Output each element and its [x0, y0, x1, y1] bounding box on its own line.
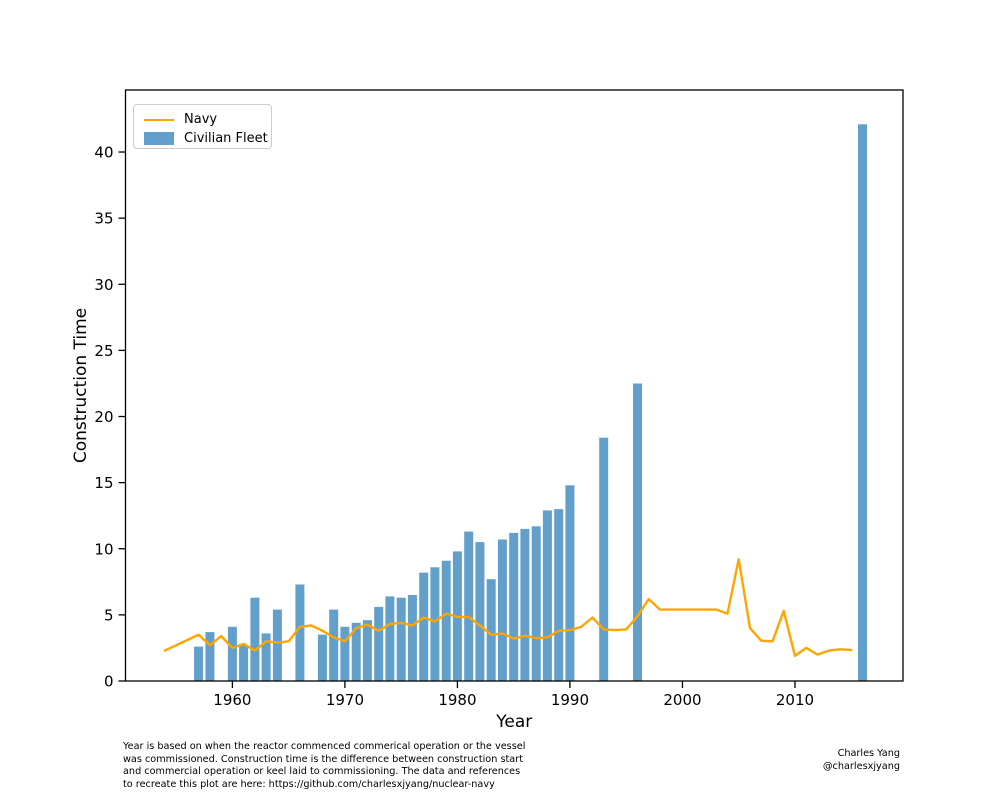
bar-1979 [441, 560, 451, 681]
legend-civilian-label: Civilian Fleet [184, 131, 268, 146]
legend-navy-line-swatch [144, 118, 174, 121]
y-tick-label-40: 40 [94, 144, 113, 162]
footnote-line-2: was commissioned. Construction time is t… [123, 753, 524, 765]
y-axis-label: Construction Time [71, 308, 91, 463]
bar-1972 [362, 620, 372, 681]
y-tick-label-25: 25 [94, 342, 113, 360]
bar-1971 [351, 622, 361, 681]
y-tick-label-30: 30 [94, 276, 113, 294]
bar-1988 [542, 510, 552, 681]
y-tick-label-5: 5 [104, 606, 114, 624]
x-tick-label-1960: 1960 [213, 691, 251, 709]
footnote-line-1: Year is based on when the reactor commen… [123, 741, 526, 752]
x-tick-label-1990: 1990 [551, 691, 589, 709]
bar-1975 [396, 597, 406, 681]
bar-1974 [385, 596, 395, 681]
bar-1986 [520, 528, 530, 681]
bar-1961 [239, 645, 249, 681]
bar-1982 [475, 542, 485, 681]
y-tick-label-0: 0 [104, 673, 114, 691]
bar-1963 [261, 633, 271, 681]
legend-civilian-patch-swatch [144, 132, 174, 145]
bar-1968 [317, 634, 327, 681]
credit: Charles Yang @charlesxjyang [823, 748, 900, 773]
bar-1976 [407, 595, 417, 681]
bar-1969 [329, 609, 339, 681]
bar-1957 [194, 646, 204, 681]
bar-1964 [272, 609, 282, 681]
x-tick-label-2010: 2010 [776, 691, 814, 709]
navy-line [163, 558, 853, 658]
footnote-line-3: and commercial operation or keel laid to… [123, 766, 521, 778]
legend-entry-navy: Navy [134, 110, 271, 129]
bar-1966 [295, 584, 305, 681]
bar-1981 [464, 531, 474, 681]
bar-1973 [374, 606, 384, 681]
bar-1962 [250, 597, 260, 681]
legend-entry-civilian-fleet: Civilian Fleet [134, 129, 271, 148]
y-tick-label-20: 20 [94, 408, 113, 426]
x-tick-label-1970: 1970 [326, 691, 364, 709]
y-tick-label-35: 35 [94, 210, 113, 228]
credit-handle: @charlesxjyang [822, 760, 900, 772]
legend: Navy Civilian Fleet [133, 104, 272, 149]
x-axis-label: Year [495, 712, 532, 732]
y-tick-label-15: 15 [94, 474, 113, 492]
bar-1958 [205, 632, 215, 681]
bar-1990 [565, 485, 575, 681]
credit-name: Charles Yang [837, 748, 900, 759]
footnote-line-4: to recreate this plot are here: https://… [123, 779, 495, 791]
x-tick-label-1980: 1980 [438, 691, 476, 709]
bar-1960 [227, 626, 237, 681]
bar-1987 [531, 526, 541, 681]
bar-1996 [633, 383, 642, 681]
bar-1983 [486, 579, 496, 681]
y-tick-label-10: 10 [94, 540, 113, 558]
bar-1984 [497, 539, 507, 681]
bar-1985 [509, 532, 519, 681]
bar-1989 [554, 509, 564, 681]
footnote: Year is based on when the reactor commen… [123, 741, 525, 792]
bar-1993 [599, 437, 609, 681]
plot-spines [124, 89, 904, 682]
bar-1978 [430, 567, 440, 681]
bar-1970 [340, 626, 350, 681]
bar-1977 [419, 572, 429, 681]
legend-navy-label: Navy [184, 112, 218, 127]
bar-2016 [858, 124, 867, 682]
x-tick-label-2000: 2000 [663, 691, 701, 709]
